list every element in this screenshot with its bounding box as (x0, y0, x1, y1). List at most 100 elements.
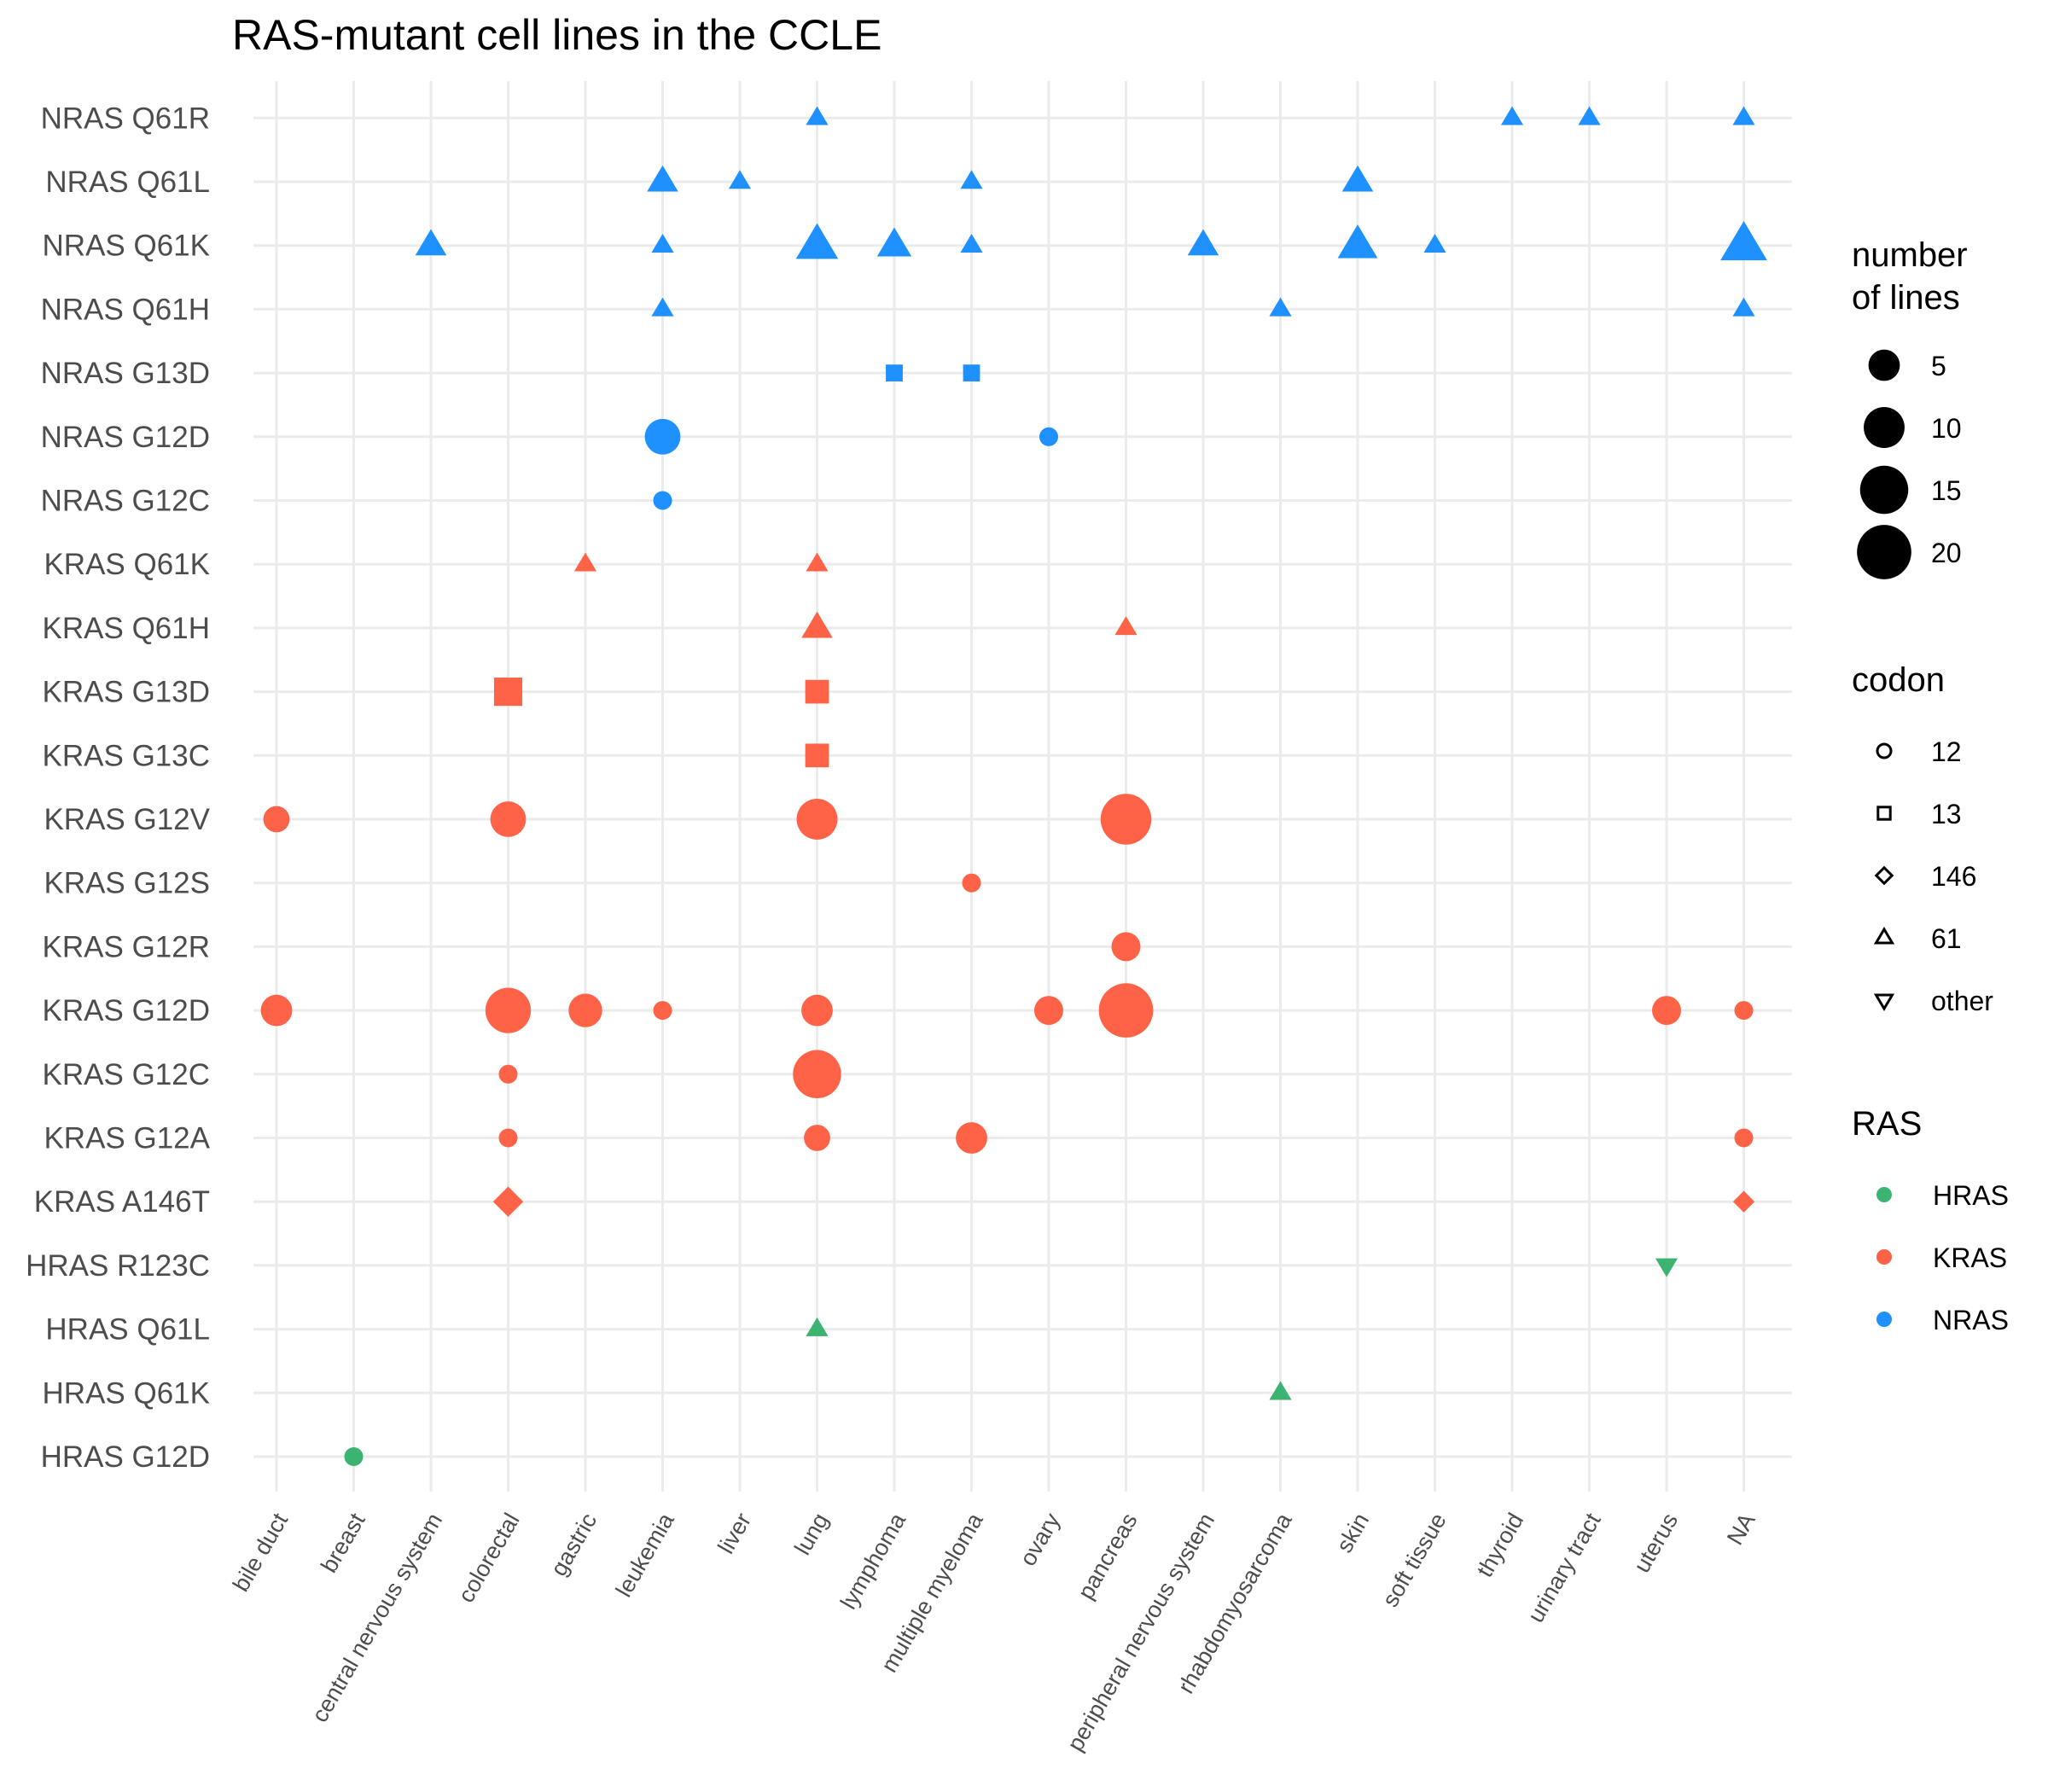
data-points (260, 106, 1767, 1466)
data-point-hras-q61l-lung (806, 1317, 829, 1336)
data-point-kras-g12a-lung (804, 1125, 830, 1151)
size-legend-key-15 (1859, 465, 1909, 515)
y-tick-label-nras-g12d: NRAS G12D (41, 421, 210, 454)
data-point-nras-g12d-leukemia (644, 418, 681, 455)
data-point-nras-q61r-na (1732, 106, 1755, 125)
ras-legend-title: RAS (1852, 1105, 1922, 1143)
data-point-nras-q61k-lymphoma (876, 227, 912, 257)
data-point-nras-q61k-multiple-myeloma (960, 233, 983, 253)
data-point-kras-q61h-pancreas (1114, 616, 1137, 636)
size-legend-title-line-2: of lines (1852, 279, 1960, 317)
data-point-nras-q61r-thyroid (1500, 106, 1524, 125)
y-tick-label-kras-q61k: KRAS Q61K (44, 548, 210, 581)
x-tick-label-urinary-tract: urinary tract (1522, 1509, 1606, 1627)
x-tick-label-liver: liver (713, 1509, 756, 1558)
data-point-kras-g12c-colorectal (498, 1064, 518, 1084)
size-legend-key-20 (1857, 525, 1911, 579)
codon-legend-label-61: 61 (1931, 923, 1962, 954)
y-tick-label-hras-r123c: HRAS R123C (26, 1249, 210, 1283)
size-legend-label-10: 10 (1931, 413, 1962, 444)
ras-legend-key-nras (1876, 1312, 1892, 1327)
data-point-nras-q61k-lung (795, 223, 839, 259)
codon-legend-key-146 (1874, 865, 1894, 886)
codon-legend-key-12 (1876, 742, 1893, 759)
x-tick-label-soft-tissue: soft tissue (1377, 1509, 1452, 1611)
data-point-nras-g13d-lymphoma (886, 364, 903, 381)
x-tick-label-gastric: gastric (545, 1509, 602, 1580)
data-point-nras-g12c-leukemia (653, 491, 672, 510)
data-point-hras-q61k-rhabdomyosarcoma (1269, 1381, 1292, 1400)
data-point-nras-g12d-ovary (1039, 427, 1058, 446)
ras-legend-key-hras (1876, 1187, 1892, 1202)
data-point-kras-g12a-multiple-myeloma (956, 1122, 987, 1154)
data-point-kras-g12r-pancreas (1111, 932, 1141, 962)
y-tick-label-kras-a146t: KRAS A146T (34, 1185, 210, 1219)
data-point-kras-g13d-colorectal (493, 678, 523, 707)
y-tick-label-nras-g12c: NRAS G12C (41, 485, 210, 518)
codon-legend-label-13: 13 (1931, 799, 1962, 829)
data-point-kras-g12s-multiple-myeloma (962, 873, 981, 893)
data-point-nras-q61h-na (1732, 297, 1755, 317)
data-point-kras-g12a-colorectal (498, 1128, 518, 1148)
ras-legend-label-nras: NRAS (1933, 1305, 2009, 1335)
x-tick-label-thyroid: thyroid (1472, 1509, 1529, 1581)
x-tick-label-lymphoma: lymphoma (835, 1508, 911, 1614)
data-point-kras-g12d-leukemia (653, 1001, 672, 1021)
x-tick-label-uterus: uterus (1629, 1509, 1684, 1577)
size-legend-label-15: 15 (1931, 475, 1962, 506)
x-tick-label-lung: lung (789, 1509, 834, 1559)
y-tick-label-hras-q61l: HRAS Q61L (45, 1313, 210, 1347)
y-tick-label-kras-q61h: KRAS Q61H (43, 612, 210, 645)
size-legend-label-5: 5 (1931, 351, 1946, 381)
codon-legend: codon 12 13 146 61 other (1852, 661, 1993, 1016)
data-point-kras-g12v-bile-duct (263, 806, 290, 833)
x-tick-label-central-nervous-system: central nervous system (306, 1509, 447, 1726)
y-tick-label-nras-q61l: NRAS Q61L (45, 166, 210, 199)
data-point-kras-g12d-lung (801, 994, 833, 1027)
data-point-kras-a146t-na (1732, 1190, 1755, 1213)
x-tick-label-colorectal: colorectal (453, 1509, 525, 1607)
ras-legend: RAS HRAS KRAS NRAS (1852, 1105, 2009, 1335)
data-point-nras-q61k-soft-tissue (1423, 233, 1446, 253)
size-legend-label-20: 20 (1931, 538, 1962, 568)
data-point-nras-q61l-liver (728, 170, 752, 189)
x-tick-label-skin: skin (1331, 1509, 1374, 1557)
y-tick-label-kras-g12v: KRAS G12V (44, 803, 210, 836)
codon-legend-key-61 (1873, 927, 1895, 945)
y-tick-label-kras-g12d: KRAS G12D (43, 994, 210, 1027)
x-tick-label-peripheral-nervous-system: peripheral nervous system (1062, 1509, 1219, 1755)
y-tick-label-kras-g13c: KRAS G13C (43, 739, 210, 772)
y-tick-label-kras-g12c: KRAS G12C (43, 1058, 210, 1091)
data-point-nras-q61k-na (1720, 220, 1767, 260)
codon-legend-title: codon (1852, 661, 1945, 699)
data-point-nras-q61h-leukemia (651, 297, 674, 317)
chart-title: RAS-mutant cell lines in the CCLE (232, 11, 881, 59)
data-point-kras-g13c-lung (805, 743, 829, 768)
data-point-kras-g12v-colorectal (490, 801, 527, 837)
size-legend: number of lines 5 10 15 20 (1852, 236, 1968, 579)
y-tick-label-nras-q61k: NRAS Q61K (43, 230, 210, 263)
data-point-kras-g12d-colorectal (485, 987, 532, 1033)
data-point-kras-g12d-uterus (1652, 996, 1681, 1026)
data-point-nras-q61r-lung (806, 106, 829, 125)
data-point-nras-q61r-urinary-tract (1578, 106, 1601, 125)
data-point-nras-q61k-skin (1337, 224, 1378, 259)
data-point-nras-q61l-leukemia (647, 165, 678, 192)
x-tick-label-breast: breast (316, 1509, 370, 1577)
data-point-kras-q61k-gastric (573, 552, 597, 572)
data-point-kras-a146t-colorectal (492, 1186, 524, 1217)
data-point-kras-g12c-lung (793, 1050, 841, 1099)
data-point-nras-q61l-multiple-myeloma (960, 170, 983, 189)
data-point-kras-g12d-pancreas (1098, 983, 1154, 1038)
ras-legend-label-hras: HRAS (1933, 1180, 2009, 1211)
data-point-nras-q61k-leukemia (651, 233, 674, 253)
data-point-kras-g12v-lung (796, 799, 838, 840)
y-tick-label-kras-g12r: KRAS G12R (43, 930, 210, 963)
x-tick-label-bile-duct: bile duct (228, 1509, 294, 1597)
size-legend-title-line-1: number (1852, 236, 1968, 274)
codon-legend-label-other: other (1931, 986, 1993, 1016)
x-tick-label-leukemia: leukemia (611, 1508, 679, 1601)
data-point-nras-q61l-skin (1341, 165, 1374, 192)
